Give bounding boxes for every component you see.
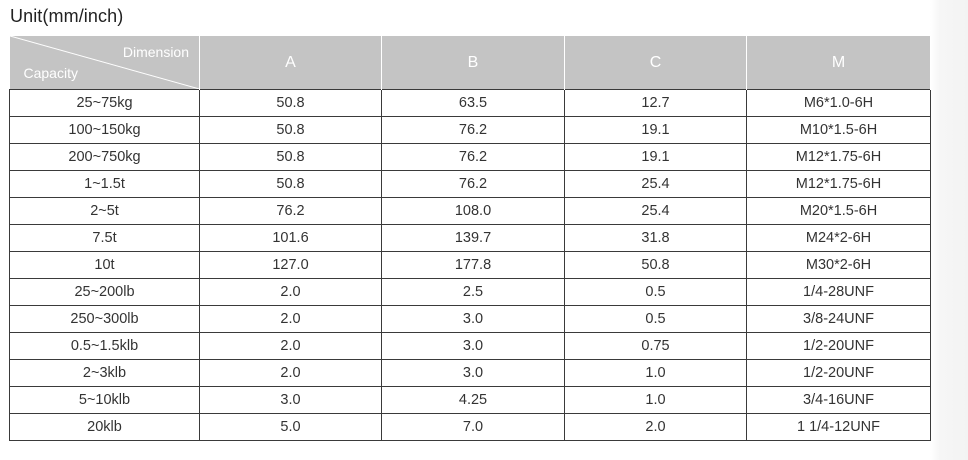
cell-m: 1/2-20UNF <box>746 332 931 360</box>
cell-a: 127.0 <box>199 251 382 279</box>
cell-capacity: 200~750kg <box>9 143 200 171</box>
header-m: M <box>746 36 931 90</box>
cell-b: 177.8 <box>381 251 565 279</box>
cell-b: 139.7 <box>381 224 565 252</box>
cell-c: 25.4 <box>564 197 747 225</box>
table-row: 7.5t 101.6 139.7 31.8 M24*2-6H <box>9 224 931 252</box>
cell-m: M24*2-6H <box>746 224 931 252</box>
cell-a: 2.0 <box>199 278 382 306</box>
cell-capacity: 250~300lb <box>9 305 200 333</box>
cell-c: 31.8 <box>564 224 747 252</box>
corner-diagonal-line <box>9 36 199 89</box>
cell-m: M12*1.75-6H <box>746 143 931 171</box>
cell-capacity: 100~150kg <box>9 116 200 144</box>
cell-c: 12.7 <box>564 89 747 117</box>
cell-capacity: 0.5~1.5klb <box>9 332 200 360</box>
cell-m: M20*1.5-6H <box>746 197 931 225</box>
table-row: 250~300lb 2.0 3.0 0.5 3/8-24UNF <box>9 305 931 333</box>
cell-capacity: 1~1.5t <box>9 170 200 198</box>
cell-b: 3.0 <box>381 305 565 333</box>
header-b: B <box>381 36 565 90</box>
cell-b: 63.5 <box>381 89 565 117</box>
cell-b: 76.2 <box>381 170 565 198</box>
cell-b: 4.25 <box>381 386 565 414</box>
cell-c: 0.5 <box>564 305 747 333</box>
cell-a: 76.2 <box>199 197 382 225</box>
corner-dimension-label: Dimension <box>122 44 189 60</box>
cell-capacity: 25~75kg <box>9 89 200 117</box>
table-row: 20klb 5.0 7.0 2.0 1 1/4-12UNF <box>9 413 931 441</box>
table-row: 2~3klb 2.0 3.0 1.0 1/2-20UNF <box>9 359 931 387</box>
cell-c: 50.8 <box>564 251 747 279</box>
dimension-table: Dimension Capacity A B C M 25~75kg 50.8 63… <box>9 36 931 441</box>
cell-a: 2.0 <box>199 305 382 333</box>
table-row: 25~200lb 2.0 2.5 0.5 1/4-28UNF <box>9 278 931 306</box>
cell-m: M10*1.5-6H <box>746 116 931 144</box>
cell-c: 0.5 <box>564 278 747 306</box>
cell-a: 50.8 <box>199 116 382 144</box>
cell-a: 5.0 <box>199 413 382 441</box>
table-row: 100~150kg 50.8 76.2 19.1 M10*1.5-6H <box>9 116 931 144</box>
cell-a: 2.0 <box>199 359 382 387</box>
cell-a: 50.8 <box>199 89 382 117</box>
table-body: 25~75kg 50.8 63.5 12.7 M6*1.0-6H 100~150kg 50.… <box>9 89 931 441</box>
cell-m: M6*1.0-6H <box>746 89 931 117</box>
cell-c: 19.1 <box>564 143 747 171</box>
table-row: 0.5~1.5klb 2.0 3.0 0.75 1/2-20UNF <box>9 332 931 360</box>
cell-c: 25.4 <box>564 170 747 198</box>
cell-a: 2.0 <box>199 332 382 360</box>
cell-b: 108.0 <box>381 197 565 225</box>
cell-a: 50.8 <box>199 143 382 171</box>
cell-capacity: 2~5t <box>9 197 200 225</box>
cell-c: 1.0 <box>564 386 747 414</box>
cell-m: M12*1.75-6H <box>746 170 931 198</box>
cell-b: 2.5 <box>381 278 565 306</box>
cell-capacity: 2~3klb <box>9 359 200 387</box>
cell-c: 1.0 <box>564 359 747 387</box>
cell-capacity: 25~200lb <box>9 278 200 306</box>
cell-capacity: 5~10klb <box>9 386 200 414</box>
cell-c: 19.1 <box>564 116 747 144</box>
cell-m: 3/4-16UNF <box>746 386 931 414</box>
cell-capacity: 7.5t <box>9 224 200 252</box>
cell-m: 1 1/4-12UNF <box>746 413 931 441</box>
cell-capacity: 20klb <box>9 413 200 441</box>
cell-m: M30*2-6H <box>746 251 931 279</box>
cell-b: 76.2 <box>381 116 565 144</box>
cell-m: 3/8-24UNF <box>746 305 931 333</box>
header-corner-cell: Dimension Capacity <box>9 36 200 90</box>
table-row: 10t 127.0 177.8 50.8 M30*2-6H <box>9 251 931 279</box>
cell-capacity: 10t <box>9 251 200 279</box>
table-row: 1~1.5t 50.8 76.2 25.4 M12*1.75-6H <box>9 170 931 198</box>
cell-m: 1/2-20UNF <box>746 359 931 387</box>
header-c: C <box>564 36 747 90</box>
header-a: A <box>199 36 382 90</box>
corner-capacity-label: Capacity <box>23 65 78 81</box>
table-row: 25~75kg 50.8 63.5 12.7 M6*1.0-6H <box>9 89 931 117</box>
table-row: 5~10klb 3.0 4.25 1.0 3/4-16UNF <box>9 386 931 414</box>
cell-a: 101.6 <box>199 224 382 252</box>
cell-m: 1/4-28UNF <box>746 278 931 306</box>
cell-c: 2.0 <box>564 413 747 441</box>
table-row: 2~5t 76.2 108.0 25.4 M20*1.5-6H <box>9 197 931 225</box>
cell-b: 3.0 <box>381 332 565 360</box>
cell-a: 3.0 <box>199 386 382 414</box>
unit-caption: Unit(mm/inch) <box>10 6 124 26</box>
cell-c: 0.75 <box>564 332 747 360</box>
cell-b: 7.0 <box>381 413 565 441</box>
cell-a: 50.8 <box>199 170 382 198</box>
cell-b: 76.2 <box>381 143 565 171</box>
cell-b: 3.0 <box>381 359 565 387</box>
table-header-row: Dimension Capacity A B C M <box>9 36 931 90</box>
table-row: 200~750kg 50.8 76.2 19.1 M12*1.75-6H <box>9 143 931 171</box>
